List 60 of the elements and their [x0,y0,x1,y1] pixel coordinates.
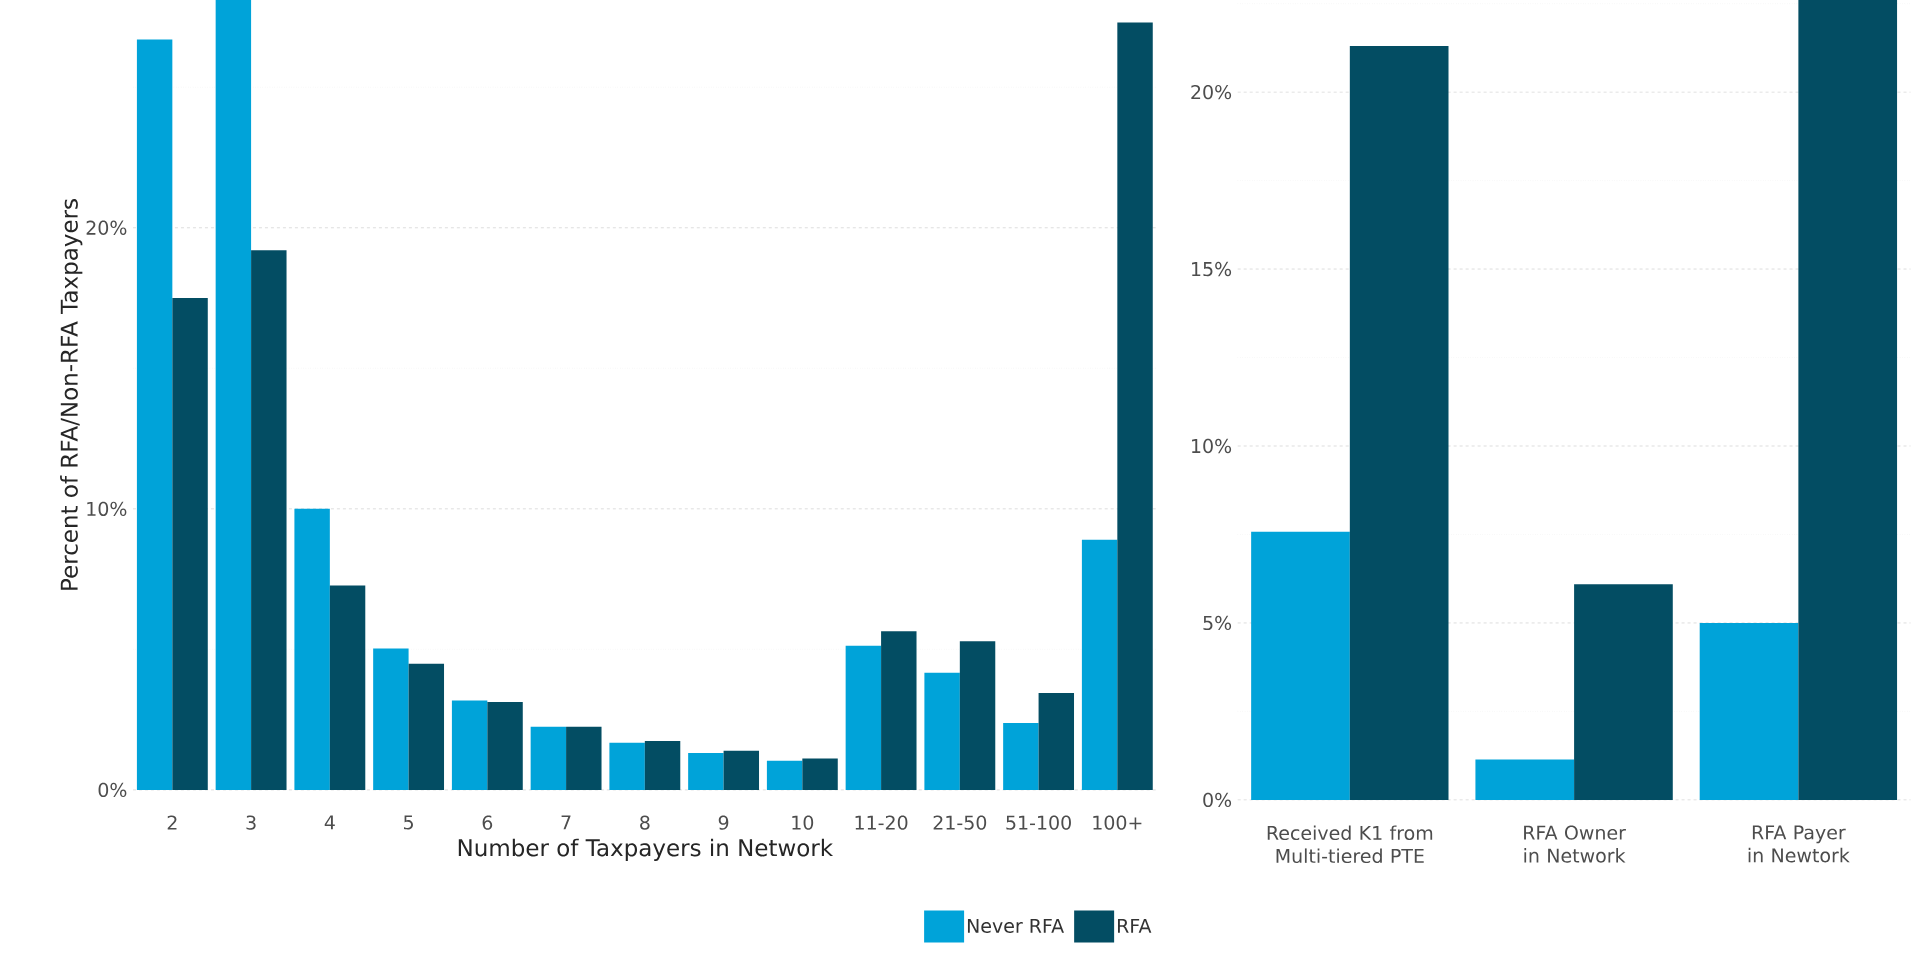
bar [1798,0,1898,800]
x-tick-label: 6 [482,815,493,830]
y-tick-label: 20% [86,220,127,236]
y-axis-title: Percent of RFA/Non-RFA Taxpayers [60,199,83,590]
x-tick-label: Received K1 from Multi-tiered PTE [1267,825,1433,864]
bar [530,726,567,790]
y-tick-label: 5% [1203,615,1232,631]
x-tick-label: 100+ [1093,815,1142,830]
bar [766,760,803,790]
bar [924,672,960,790]
bar [1699,623,1799,800]
x-tick-label: 10 [792,815,814,830]
bar [959,641,996,790]
x-tick-label: 51-100 [1006,815,1071,830]
x-tick-label: 2 [167,815,177,830]
bar [408,663,445,790]
x-tick-label: 5 [404,815,413,830]
x-tick-label: 8 [640,815,650,830]
bar [609,742,645,790]
bar [136,39,173,790]
bar [329,585,366,790]
bar [1081,539,1118,790]
bar [215,0,252,790]
bar [451,700,488,790]
bar [845,645,882,790]
x-axis-title: Number of Taxpayers in Network [458,838,834,861]
bar [881,631,917,790]
bar [373,648,409,790]
bar [172,298,208,790]
bar [688,753,724,790]
bar [644,741,681,790]
y-tick-label: 0% [98,782,127,798]
legend-label: Never RFA [967,918,1064,934]
bar [1003,723,1039,790]
bar [566,726,602,790]
x-tick-label: 11-20 [855,815,908,830]
bar [1038,693,1075,790]
bar [1574,584,1673,800]
x-tick-label: 3 [246,815,256,830]
x-tick-label: RFA Owner in Network [1524,825,1626,863]
x-tick-label: 21-50 [933,815,987,830]
bar [1117,22,1153,790]
bar [1251,531,1350,800]
legend-label: RFA [1117,918,1152,933]
x-tick-label: 9 [718,815,729,830]
y-tick-label: 20% [1191,85,1232,100]
bar [294,508,330,790]
x-tick-label: 7 [561,815,571,830]
bar [487,701,523,790]
bar [251,250,287,790]
y-tick-label: 15% [1192,261,1232,277]
y-tick-label: 10% [1192,438,1232,454]
x-tick-label: RFA Payer in Newtork [1748,825,1850,863]
y-tick-label: 10% [87,501,127,517]
bar [723,750,760,790]
y-tick-label: 0% [1203,792,1232,808]
bar [1349,46,1449,800]
x-tick-label: 4 [324,815,335,830]
bar [802,758,838,790]
bar [1475,759,1575,800]
